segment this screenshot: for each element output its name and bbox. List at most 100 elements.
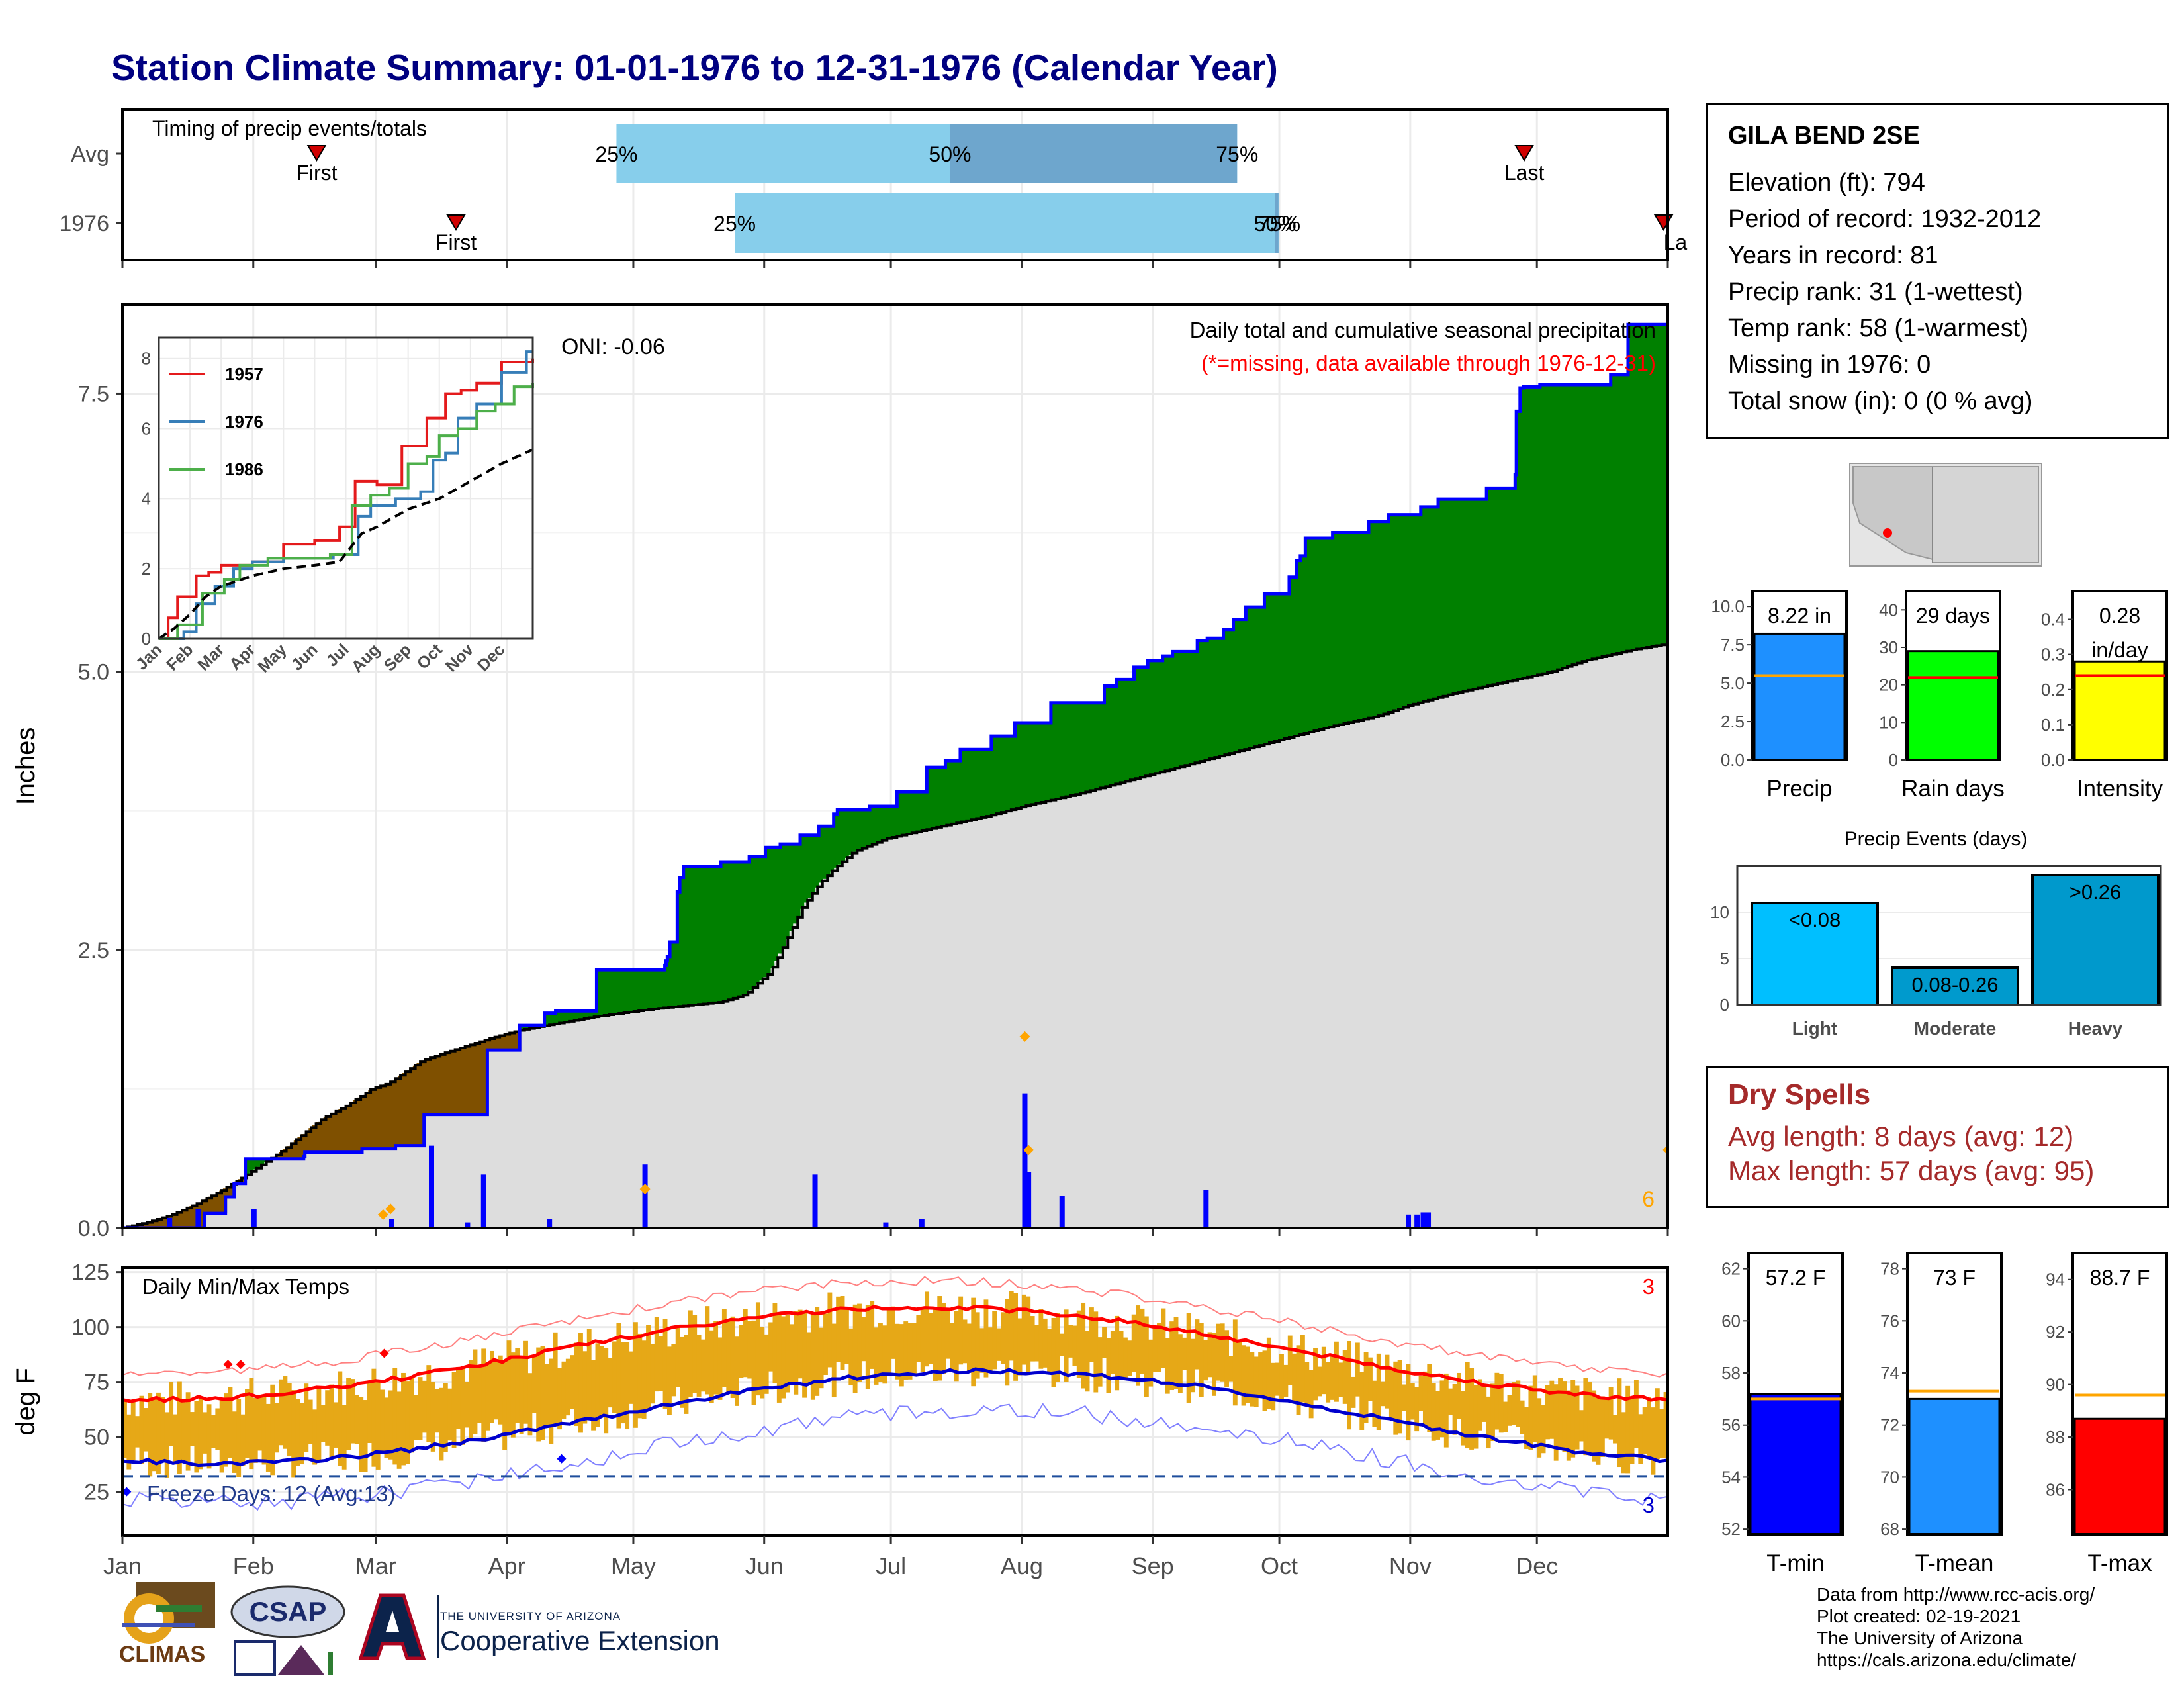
temp-daily-range-bar — [169, 1382, 174, 1446]
temp-daily-range-bar — [1081, 1302, 1086, 1389]
precip-daily-bar — [642, 1164, 648, 1228]
precip-events-title: Precip Events (days) — [1844, 828, 2028, 850]
timing-p25-label: 25% — [595, 142, 637, 166]
temp-daily-range-bar — [1034, 1325, 1039, 1362]
temp-daily-range-bar — [739, 1325, 744, 1378]
temp-daily-range-bar — [502, 1362, 508, 1450]
temp-daily-range-bar — [954, 1311, 959, 1382]
temp-daily-range-bar — [388, 1390, 393, 1460]
temp-daily-range-bar — [1633, 1380, 1639, 1448]
temp-daily-range-bar — [1228, 1356, 1234, 1382]
temp-daily-range-bar — [557, 1368, 562, 1430]
temp-daily-range-bar — [228, 1387, 233, 1458]
temp-daily-range-bar — [1524, 1407, 1529, 1449]
rain-days-ytick-label: 10 — [1879, 712, 1898, 732]
temp-daily-range-bar — [1498, 1374, 1504, 1433]
temp-daily-range-bar — [1642, 1407, 1647, 1454]
precip-events-bar-label: >0.26 — [2070, 880, 2121, 904]
temp-daily-range-bar — [1596, 1397, 1601, 1465]
temp-daily-range-bar — [975, 1312, 980, 1379]
precip-missing-note: (*=missing, data available through 1976-… — [1201, 351, 1656, 375]
temp-daily-range-bar — [257, 1397, 263, 1451]
temp-record-low-marker — [557, 1454, 567, 1464]
timing-bar-dark — [950, 124, 1238, 183]
tmin-ytick-label: 52 — [1721, 1519, 1741, 1539]
temp-record-high-marker — [236, 1360, 246, 1370]
missing-count-label: 6 — [1642, 1187, 1655, 1212]
temp-daily-range-bar — [1659, 1409, 1664, 1458]
temp-daily-range-bar — [1473, 1385, 1479, 1449]
timing-p75-label: 75% — [1258, 212, 1300, 236]
temp-daily-range-bar — [1347, 1340, 1352, 1430]
temp-daily-range-bar — [709, 1330, 714, 1403]
temp-daily-range-bar — [861, 1317, 866, 1362]
credit-url: https://cals.arizona.edu/climate/ — [1817, 1650, 2077, 1670]
temp-daily-range-bar — [1516, 1380, 1521, 1427]
temp-daily-range-bar — [1237, 1340, 1242, 1395]
temp-daily-range-bar — [1300, 1335, 1305, 1403]
temp-daily-range-bar — [181, 1402, 187, 1462]
temp-daily-range-bar — [1224, 1330, 1230, 1387]
temp-daily-range-bar — [1427, 1364, 1432, 1432]
temp-panel-label: Daily Min/Max Temps — [142, 1274, 349, 1299]
temp-daily-range-bar — [852, 1304, 858, 1393]
temp-daily-range-bar — [633, 1322, 638, 1428]
temp-daily-range-bar — [274, 1403, 279, 1453]
temp-daily-range-bar — [203, 1412, 208, 1454]
precip-1976-cumulative-line — [122, 313, 1668, 1228]
temp-daily-range-bar — [1372, 1380, 1377, 1427]
precip-daily-bar — [1414, 1214, 1420, 1228]
temp-daily-range-bar — [1042, 1318, 1048, 1368]
temp-daily-range-bar — [481, 1348, 486, 1442]
credits: Data from http://www.rcc-acis.org/ Plot … — [1817, 1583, 2095, 1671]
timing-p50-label: 50% — [1254, 212, 1297, 236]
temp-daily-range-bar — [616, 1323, 621, 1429]
freeze-days-label: Freeze Days: 12 (Avg:13) — [147, 1481, 395, 1506]
tmax-bar — [2073, 1417, 2166, 1536]
precip-ylabel: Inches — [11, 727, 40, 806]
temp-daily-range-bar — [1186, 1313, 1191, 1403]
inset-avg-line — [158, 448, 533, 640]
inset-border — [158, 336, 534, 640]
timing-row-label: 1976 — [59, 211, 109, 236]
temp-daily-range-bar — [582, 1351, 588, 1424]
record-max-count: 3 — [1643, 1274, 1655, 1299]
temp-daily-range-bar — [604, 1348, 609, 1434]
temp-daily-range-bar — [574, 1342, 579, 1427]
temp-daily-range-bar — [1253, 1356, 1259, 1407]
station-period: Period of record: 1932-2012 — [1728, 205, 2042, 233]
temp-daily-range-bar — [219, 1399, 224, 1473]
temp-daily-range-bar — [1330, 1354, 1335, 1400]
tmax-border — [2071, 1252, 2168, 1536]
record-min-count: 3 — [1643, 1493, 1655, 1517]
temp-daily-range-bar — [1410, 1383, 1415, 1420]
temp-daily-range-bar — [1161, 1308, 1166, 1368]
temp-daily-range-bar — [177, 1381, 182, 1474]
temp-daily-range-bar — [1093, 1311, 1099, 1393]
temp-daily-range-bar — [536, 1347, 541, 1442]
temp-daily-range-bar — [916, 1315, 921, 1362]
temp-daily-range-bar — [735, 1336, 739, 1406]
temp-daily-range-bar — [1402, 1384, 1406, 1411]
inset-ytick-label: 0 — [142, 629, 151, 649]
temp-daily-range-bar — [1461, 1391, 1466, 1446]
tmax-ytick-label: 94 — [2046, 1270, 2065, 1289]
temp-daily-range-bar — [1131, 1314, 1136, 1372]
temp-daily-range-bar — [215, 1408, 220, 1450]
temp-daily-range-bar — [1435, 1391, 1440, 1440]
precip-daily-bar — [1203, 1190, 1209, 1228]
temp-daily-range-bar — [1102, 1327, 1107, 1358]
temp-daily-range-bar — [1629, 1399, 1635, 1464]
dry-spells-box: Dry Spells Avg length: 8 days (avg: 12) … — [1706, 1066, 2169, 1208]
temp-record-min-line — [122, 1403, 1668, 1511]
dry-spells-avg: Avg length: 8 days (avg: 12) — [1728, 1121, 2074, 1152]
month-label: Nov — [1389, 1552, 1432, 1579]
month-label: Apr — [488, 1552, 525, 1579]
temp-daily-range-bar — [1545, 1385, 1550, 1440]
temp-daily-range-bar — [764, 1334, 769, 1394]
precip-above-avg-fill — [245, 324, 1668, 1175]
temp-daily-range-bar — [1553, 1384, 1559, 1461]
temp-daily-range-bar — [1528, 1385, 1533, 1450]
temp-daily-range-bar — [1123, 1337, 1128, 1378]
temp-daily-range-bar — [591, 1360, 596, 1431]
